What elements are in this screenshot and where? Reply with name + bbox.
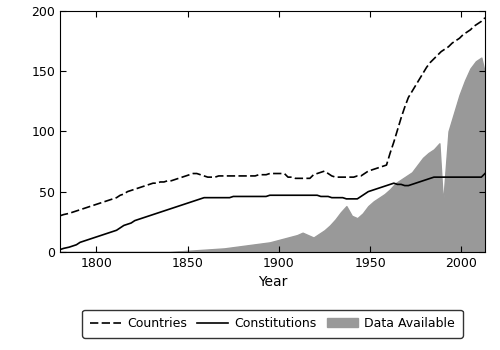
Line: Constitutions: Constitutions bbox=[60, 174, 485, 250]
Constitutions bbox=[482, 172, 488, 176]
Countries bbox=[172, 177, 178, 182]
Constitutions bbox=[248, 194, 254, 198]
Constitutions bbox=[172, 205, 178, 209]
Constitutions bbox=[146, 214, 152, 218]
Countries bbox=[453, 38, 459, 43]
Line: Countries: Countries bbox=[60, 18, 485, 216]
Countries bbox=[248, 174, 254, 178]
Constitutions bbox=[453, 175, 459, 179]
Countries bbox=[57, 214, 63, 218]
Countries bbox=[482, 16, 488, 20]
Constitutions bbox=[57, 247, 63, 252]
Legend: Countries, Constitutions, Data Available: Countries, Constitutions, Data Available bbox=[82, 309, 462, 337]
Constitutions bbox=[158, 210, 164, 214]
Constitutions bbox=[139, 216, 145, 220]
Countries bbox=[158, 180, 164, 184]
Countries bbox=[139, 185, 145, 189]
X-axis label: Year: Year bbox=[258, 275, 287, 289]
Countries bbox=[146, 182, 152, 187]
